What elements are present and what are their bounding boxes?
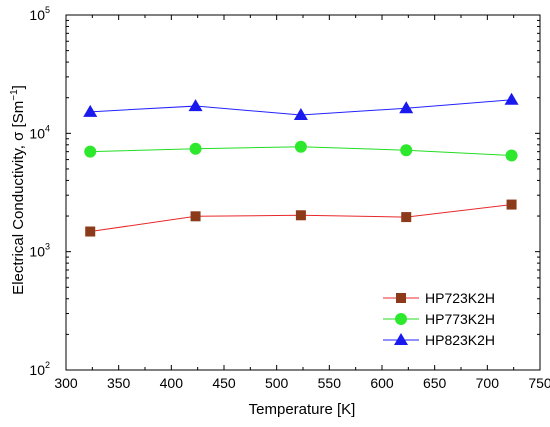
- legend-label: HP773K2H: [425, 311, 495, 327]
- y-axis-label: Electrical Conductivity, σ [Sm−1]: [9, 85, 27, 295]
- y-tick-label: 105: [29, 5, 50, 23]
- data-point: [504, 92, 519, 105]
- x-tick-label: 700: [476, 375, 500, 391]
- legend-item: HP723K2H: [383, 290, 495, 306]
- legend: HP723K2H HP773K2H HP823K2H: [383, 290, 495, 348]
- series-HP723K2H: [85, 199, 517, 237]
- x-tick-label: 550: [318, 375, 342, 391]
- legend-item: HP823K2H: [383, 332, 495, 348]
- x-tick-label: 350: [107, 375, 131, 391]
- x-tick-label: 650: [423, 375, 447, 391]
- x-tick-label: 300: [54, 375, 78, 391]
- data-point: [399, 101, 414, 114]
- legend-marker: [396, 293, 406, 303]
- data-point: [294, 140, 307, 153]
- data-point: [84, 145, 97, 158]
- data-point: [505, 149, 518, 162]
- data-point: [293, 107, 308, 120]
- y-axis-label-superscript: −1: [9, 89, 20, 101]
- x-tick-label: 500: [265, 375, 289, 391]
- data-point: [85, 226, 96, 237]
- x-axis-label: Temperature [K]: [249, 401, 356, 418]
- data-point: [189, 142, 202, 155]
- data-point: [83, 104, 98, 117]
- data-point: [401, 212, 412, 223]
- legend-item: HP773K2H: [383, 311, 495, 327]
- legend-marker: [394, 333, 408, 345]
- y-tick-label: 102: [29, 360, 50, 378]
- data-point: [188, 99, 203, 112]
- x-tick-label: 750: [528, 375, 550, 391]
- x-tick-label: 400: [160, 375, 184, 391]
- series-HP773K2H: [84, 140, 518, 162]
- x-tick-label: 450: [212, 375, 236, 391]
- data-point: [190, 211, 201, 222]
- legend-label: HP723K2H: [425, 290, 495, 306]
- x-tick-label: 600: [370, 375, 394, 391]
- legend-marker: [395, 313, 407, 325]
- y-tick-label: 103: [29, 242, 50, 260]
- data-point: [295, 210, 306, 221]
- legend-label: HP823K2H: [425, 332, 495, 348]
- data-point: [506, 199, 517, 210]
- series-HP823K2H: [83, 92, 519, 120]
- y-tick-label: 104: [29, 123, 50, 141]
- data-point: [400, 144, 413, 157]
